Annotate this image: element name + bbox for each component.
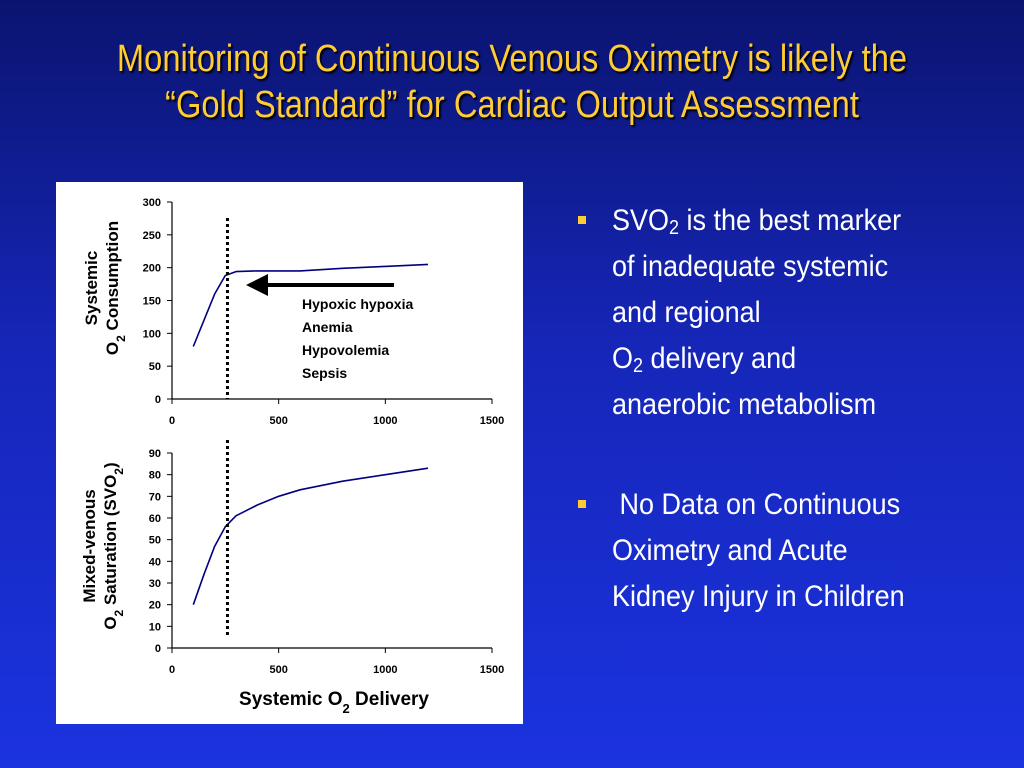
bullet-item-no-data: No Data on Continuous Oximetry and Acute… xyxy=(578,482,988,620)
slide-title-line-1: Monitoring of Continuous Venous Oximetry… xyxy=(116,38,908,80)
y-tick-label: 10 xyxy=(149,621,161,633)
annotation-arrow-head-icon xyxy=(246,274,268,296)
y-axis-label-line-2: O2 Consumption xyxy=(103,221,128,355)
bullet-line: No Data on Continuous xyxy=(612,488,901,521)
y-tick-label: 300 xyxy=(143,197,161,209)
bullet-line: SVO2 is the best marker xyxy=(612,204,902,239)
y-tick-label: 20 xyxy=(149,600,161,612)
x-axis-label: Systemic O2 Delivery xyxy=(239,689,429,716)
y-axis-label-line-1: Systemic xyxy=(82,251,101,326)
x-tick-label: 1500 xyxy=(480,664,504,676)
y-tick-label: 70 xyxy=(149,491,161,503)
x-tick-label: 1000 xyxy=(373,415,397,427)
bullet-line: Kidney Injury in Children xyxy=(612,580,905,613)
y-tick-label: 50 xyxy=(149,361,161,373)
data-series-line xyxy=(192,263,429,347)
y-tick-label: 0 xyxy=(155,394,161,406)
y-tick-label: 40 xyxy=(149,556,161,568)
bullet-square-icon xyxy=(578,500,586,508)
bullet-square-icon xyxy=(578,216,586,224)
x-tick-label: 0 xyxy=(169,415,175,427)
bullet-list: SVO2 is the best marker of inadequate sy… xyxy=(578,198,988,620)
data-series-line xyxy=(192,467,429,605)
y-tick-label: 0 xyxy=(155,643,161,655)
bullet-line: Oximetry and Acute xyxy=(612,534,848,567)
y-tick-label: 30 xyxy=(149,578,161,590)
x-tick-label: 500 xyxy=(269,664,287,676)
x-tick-label: 0 xyxy=(169,664,175,676)
x-tick-label: 1000 xyxy=(373,664,397,676)
annotation-text-line: Anemia xyxy=(302,319,353,335)
y-tick-label: 100 xyxy=(143,328,161,340)
bullet-line: O2 delivery and xyxy=(612,342,797,377)
annotation-text-line: Hypovolemia xyxy=(302,342,389,358)
chart-panel: 0 50 100 150 200 250 300 0 500 1000 1500 Systemic O2… xyxy=(56,182,523,724)
y-tick-label: 150 xyxy=(143,296,161,308)
slide-title-line-2: “Gold Standard” for Cardiac Output Asses… xyxy=(165,84,859,126)
annotation-text-line: Sepsis xyxy=(302,365,347,381)
y-tick-label: 80 xyxy=(149,470,161,482)
y-tick-label: 60 xyxy=(149,513,161,525)
y-axis-label-line-1: Mixed-venous xyxy=(80,489,99,602)
y-tick-label: 200 xyxy=(143,263,161,275)
x-tick-label: 1500 xyxy=(480,415,504,427)
bullet-item-svo2: SVO2 is the best marker of inadequate sy… xyxy=(578,198,988,428)
annotation-text-line: Hypoxic hypoxia xyxy=(302,296,413,312)
y-tick-label: 50 xyxy=(149,535,161,547)
y-tick-label: 90 xyxy=(149,448,161,460)
y-axis-label-line-2: O2 Saturation (SVO2) xyxy=(101,462,126,629)
x-tick-label: 500 xyxy=(269,415,287,427)
bullet-line: and regional xyxy=(612,296,761,329)
y-tick-label: 250 xyxy=(143,230,161,242)
bullet-line: of inadequate systemic xyxy=(612,250,889,283)
bullet-line: anaerobic metabolism xyxy=(612,388,877,421)
slide-title: Monitoring of Continuous Venous Oximetry… xyxy=(89,36,935,128)
